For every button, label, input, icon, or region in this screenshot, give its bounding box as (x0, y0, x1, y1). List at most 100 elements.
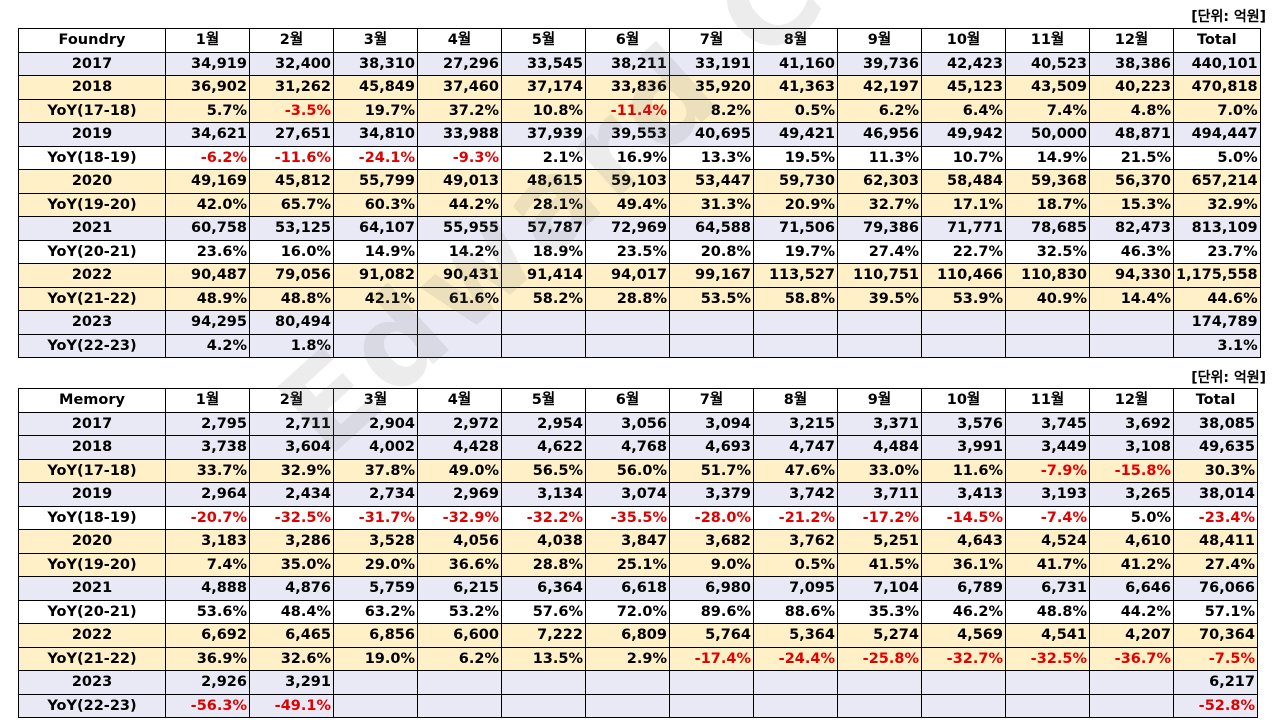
table-cell: 4,207 (1089, 623, 1174, 648)
table-cell (585, 693, 670, 718)
table-cell: 33,191 (669, 51, 754, 76)
table-cell: 38,386 (1089, 51, 1174, 76)
table-cell (501, 670, 586, 695)
table-cell: 13.5% (501, 646, 586, 671)
table-cell: 29.0% (333, 552, 418, 577)
table-cell: 46.3% (1089, 239, 1174, 264)
column-header: 10월 (921, 28, 1006, 53)
table-cell (921, 310, 1006, 335)
table-cell: 45,123 (921, 75, 1006, 100)
table-cell: 32.9% (1173, 192, 1261, 217)
table-cell: 1.8% (249, 333, 334, 358)
row-label: 2017 (18, 411, 166, 436)
table-cell: 3,265 (1089, 482, 1174, 507)
table-cell: 61.6% (417, 286, 502, 311)
table-cell (585, 310, 670, 335)
table-cell (417, 670, 502, 695)
table-row: YoY(18-19) -6.2% -11.6% -24.1% -9.3% 2.1% 16.9… (18, 145, 1261, 170)
table-cell: 14.2% (417, 239, 502, 264)
table-cell: -28.0% (669, 505, 754, 530)
row-label: 2018 (18, 75, 166, 100)
table-cell: 2,926 (165, 670, 250, 695)
table-cell: 80,494 (249, 310, 334, 335)
table-cell: 33,836 (585, 75, 670, 100)
table-cell: 48,871 (1089, 122, 1174, 147)
table-cell: 4,747 (753, 435, 838, 460)
table-cell: 60.3% (333, 192, 418, 217)
row-label: 2017 (18, 51, 166, 76)
table-cell (585, 333, 670, 358)
table-cell: 2,969 (417, 482, 502, 507)
table-cell: 7,095 (753, 576, 838, 601)
table-cell: 20.9% (753, 192, 838, 217)
table-cell: 6,600 (417, 623, 502, 648)
table-cell: 40,695 (669, 122, 754, 147)
table-cell: 91,414 (501, 263, 586, 288)
table-cell (1089, 310, 1174, 335)
table-cell: -24.4% (753, 646, 838, 671)
table-cell: 4,038 (501, 529, 586, 554)
table-cell: 39.5% (837, 286, 922, 311)
table-cell: 65.7% (249, 192, 334, 217)
table-cell: 19.7% (753, 239, 838, 264)
table-cell: 6,980 (669, 576, 754, 601)
table-cell: 5.7% (165, 98, 250, 123)
column-header: 7월 (669, 388, 754, 413)
table-row: 2021 4,888 4,876 5,759 6,215 6,364 6,618 6,980 7… (18, 576, 1258, 601)
table-row: YoY(18-19) -20.7% -32.5% -31.7% -32.9% -32.2%… (18, 505, 1258, 530)
table-cell: 6,465 (249, 623, 334, 648)
row-label: YoY(20-21) (18, 239, 166, 264)
row-label: 2023 (18, 310, 166, 335)
table-cell: 4.8% (1089, 98, 1174, 123)
table-cell (333, 310, 418, 335)
column-header: 2월 (249, 388, 334, 413)
table-cell: -14.5% (921, 505, 1006, 530)
row-label: 2022 (18, 263, 166, 288)
row-label: YoY(22-23) (18, 333, 166, 358)
table-cell: 49.0% (417, 458, 502, 483)
table-cell: 5,364 (753, 623, 838, 648)
column-header: 12월 (1089, 388, 1174, 413)
table-cell: 33.0% (837, 458, 922, 483)
table-row: 2020 3,183 3,286 3,528 4,056 4,038 3,847 3,682 3… (18, 529, 1258, 554)
table-cell: 35.3% (837, 599, 922, 624)
table-row: YoY(19-20) 7.4% 35.0% 29.0% 36.6% 28.8% 25.1% 9… (18, 552, 1258, 577)
table-cell (837, 670, 922, 695)
column-header: 1월 (165, 28, 250, 53)
table-cell: 40,223 (1089, 75, 1174, 100)
row-label: 2021 (18, 576, 166, 601)
table-cell: 3,991 (921, 435, 1006, 460)
table-cell: -31.7% (333, 505, 418, 530)
table-cell: 58,484 (921, 169, 1006, 194)
table-cell: 7.4% (1005, 98, 1090, 123)
table-cell: 3,413 (921, 482, 1006, 507)
table-cell: 6,856 (333, 623, 418, 648)
column-header: 5월 (501, 28, 586, 53)
table-cell: 27,296 (417, 51, 502, 76)
table-cell: 3,847 (585, 529, 670, 554)
foundry-table: Foundry 1월 2월 3월 4월 5월 6월 7월 8월 9월 10월 11월 12월 Total 2… (18, 28, 1261, 358)
table-cell: 59,368 (1005, 169, 1090, 194)
table-cell: 16.9% (585, 145, 670, 170)
table-cell: 11.3% (837, 145, 922, 170)
table-cell: 28.8% (585, 286, 670, 311)
table-cell (417, 310, 502, 335)
table-cell (837, 333, 922, 358)
table-cell: -56.3% (165, 693, 250, 718)
table-cell: 41.5% (837, 552, 922, 577)
table-cell: 90,431 (417, 263, 502, 288)
table-cell: 31,262 (249, 75, 334, 100)
table-row: 2022 90,487 79,056 91,082 90,431 91,414 94,017… (18, 263, 1261, 288)
table-cell: 6.2% (837, 98, 922, 123)
table-cell: 4,610 (1089, 529, 1174, 554)
table-cell: 4,541 (1005, 623, 1090, 648)
table-cell: 2,795 (165, 411, 250, 436)
table-cell: 35.0% (249, 552, 334, 577)
table-cell: 28.1% (501, 192, 586, 217)
table-cell: 3,183 (165, 529, 250, 554)
table-cell: 48.8% (249, 286, 334, 311)
table-cell: 89.6% (669, 599, 754, 624)
table-cell: 44.2% (417, 192, 502, 217)
table-cell: 7,222 (501, 623, 586, 648)
table-cell: 13.3% (669, 145, 754, 170)
